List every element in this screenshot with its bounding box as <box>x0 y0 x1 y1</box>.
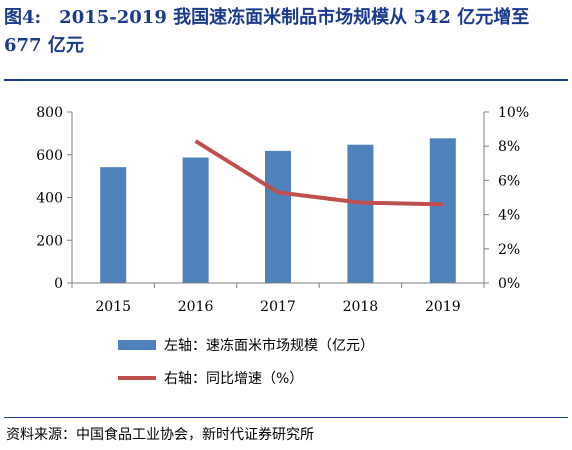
y-right-tick-label: 10% <box>498 105 529 121</box>
y-left-tick-label: 400 <box>36 191 63 207</box>
y-left-tick-label: 0 <box>54 276 63 292</box>
x-tick-label: 2015 <box>95 299 131 315</box>
figure-title: 图4: 2015-2019 我国速冻面米制品市场规模从 542 亿元增至 677 … <box>4 4 568 60</box>
bar-2018 <box>347 144 374 283</box>
y-right-tick-label: 4% <box>498 208 520 224</box>
legend-swatch-bar <box>118 340 156 350</box>
y-right-tick-label: 8% <box>498 139 520 155</box>
source-note: 资料来源：中国食品工业协会，新时代证券研究所 <box>6 427 314 443</box>
title-divider <box>4 79 568 81</box>
legend-label-line: 右轴：同比增速（%） <box>164 371 303 387</box>
x-tick-label: 2018 <box>343 299 379 315</box>
y-left-tick-label: 800 <box>36 105 63 121</box>
x-tick-label: 2016 <box>178 299 214 315</box>
y-right-tick-label: 6% <box>498 173 520 189</box>
legend-label-bar: 左轴：速冻面米市场规模（亿元） <box>164 337 374 354</box>
bar-2016 <box>182 157 209 283</box>
figure-title-text: 2015-2019 我国速冻面米制品市场规模从 542 亿元增至 677 亿元 <box>4 7 530 56</box>
y-left-tick-label: 600 <box>36 148 63 164</box>
source-divider <box>4 417 568 418</box>
figure-label: 图4: <box>4 7 42 28</box>
x-tick-label: 2019 <box>425 299 461 315</box>
y-left-tick-label: 200 <box>36 233 63 249</box>
y-right-tick-label: 0% <box>498 276 520 292</box>
bar-2015 <box>100 167 127 283</box>
y-right-tick-label: 2% <box>498 242 520 258</box>
bar-2019 <box>429 138 456 283</box>
bar-2017 <box>265 150 291 283</box>
growth-line <box>194 139 443 207</box>
x-tick-label: 2017 <box>260 299 296 315</box>
